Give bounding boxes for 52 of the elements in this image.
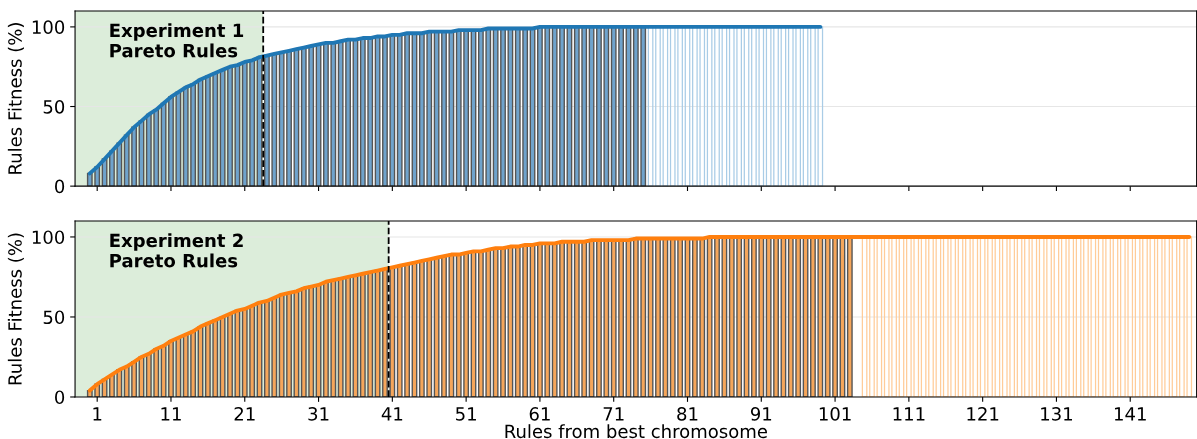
line-series: [87, 235, 1192, 393]
bar: [721, 26, 728, 187]
bar: [935, 236, 942, 397]
x-tick-label: 121: [967, 407, 999, 421]
x-tick-label: 11: [161, 407, 181, 421]
x-tick-label: 21: [234, 407, 255, 421]
bar: [861, 236, 868, 397]
x-tick-label: 111: [893, 407, 925, 421]
annotation: Experiment 2 Pareto Rules: [110, 233, 243, 268]
bar: [898, 236, 905, 397]
y-tick-label: 50: [43, 310, 65, 325]
x-tick-label: 71: [603, 407, 624, 421]
bar: [846, 236, 853, 397]
y-tick-label: 0: [55, 390, 65, 405]
bar: [684, 26, 691, 187]
x-tick-label: 1: [93, 407, 102, 421]
x-tick-label: 141: [1114, 407, 1146, 421]
x-tick-label: 61: [529, 407, 550, 421]
bar: [706, 26, 713, 187]
bar: [780, 26, 787, 187]
x-tick-label: 81: [677, 407, 698, 421]
bar: [743, 26, 750, 187]
bar: [920, 236, 927, 397]
bar: [1134, 236, 1141, 397]
y-tick-label: 50: [43, 99, 65, 114]
bar: [647, 26, 654, 187]
y-tick-label: 0: [55, 179, 65, 194]
bar: [802, 26, 809, 187]
x-tick-label: 31: [308, 407, 329, 421]
y-axis-title: Rules Fitness (%): [7, 23, 24, 174]
x-tick-label: 51: [456, 407, 476, 421]
bar: [928, 236, 934, 397]
x-tick-label: 91: [750, 407, 772, 421]
x-tick-label: 41: [381, 407, 403, 421]
bar: [1142, 236, 1148, 397]
y-axis-title: Rules Fitness (%): [7, 233, 24, 385]
bar: [1053, 236, 1060, 397]
bar: [957, 236, 964, 397]
x-axis-title: Rules from best chromosome: [505, 424, 767, 439]
bar: [714, 26, 720, 187]
bar: [1112, 236, 1119, 397]
annotation: Experiment 1 Pareto Rules: [110, 23, 244, 58]
bar: [1149, 236, 1156, 397]
line-series: [87, 24, 823, 176]
x-tick-label: 101: [819, 407, 851, 421]
x-tick-label: 131: [1041, 407, 1073, 421]
bar: [1016, 236, 1023, 397]
y-tick-label: 100: [32, 230, 65, 245]
bar: [1075, 236, 1082, 397]
bar: [1171, 236, 1178, 397]
bar: [994, 236, 1001, 397]
y-tick-label: 100: [32, 20, 65, 35]
